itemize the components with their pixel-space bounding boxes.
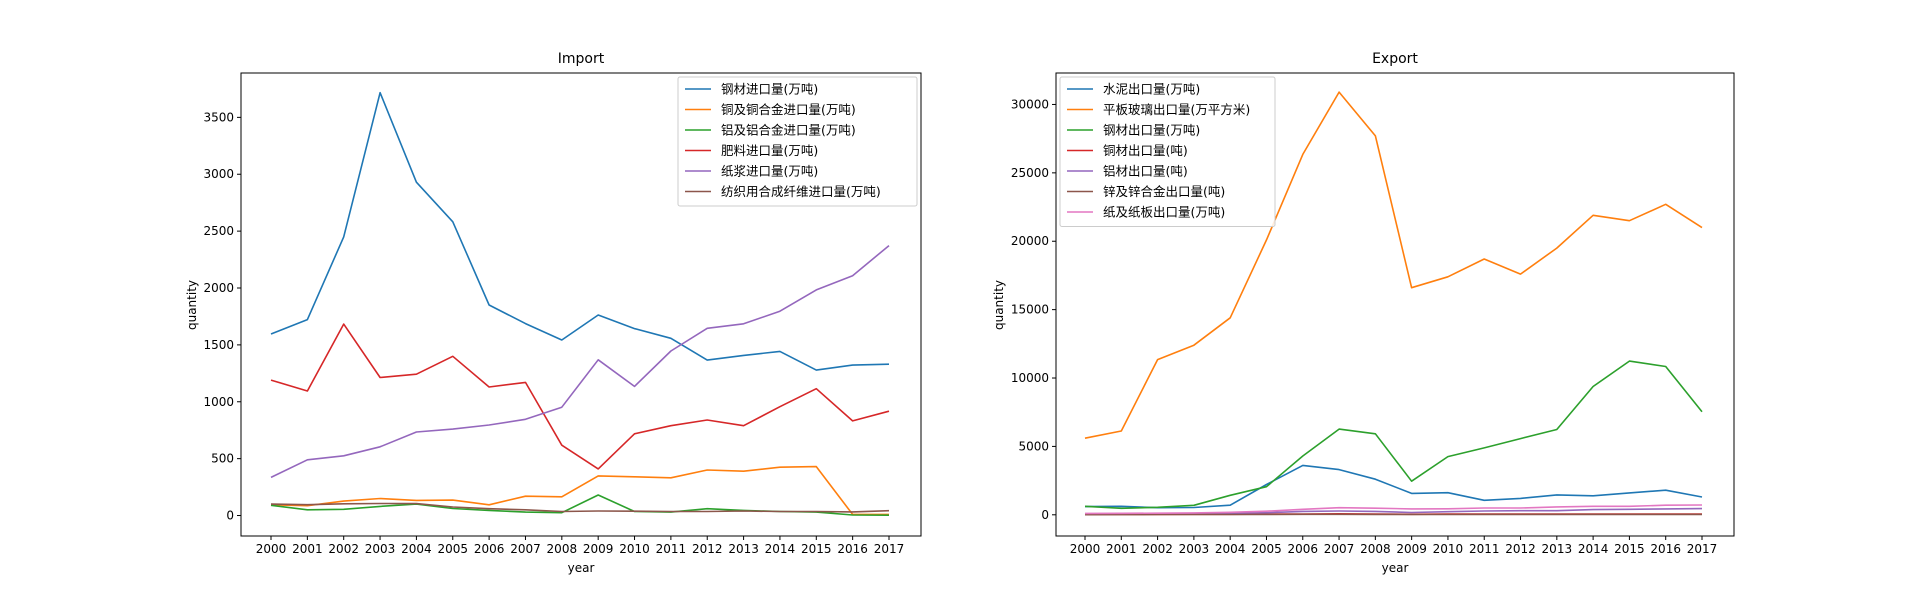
import-x-tick-label: 2006	[474, 542, 505, 556]
import-y-tick-label: 2500	[203, 224, 234, 238]
export-x-tick-label: 2016	[1650, 542, 1681, 556]
export-x-tick-label: 2009	[1396, 542, 1427, 556]
import-legend-label: 钢材进口量(万吨)	[721, 82, 818, 97]
import-x-tick-label: 2014	[765, 542, 796, 556]
export-y-tick-label: 30000	[1011, 97, 1049, 111]
import-y-tick-label: 3000	[203, 167, 234, 181]
export-x-tick-label: 2014	[1578, 542, 1609, 556]
export-y-tick-label: 25000	[1011, 166, 1049, 180]
import-x-axis-label: year	[568, 561, 595, 575]
import-legend-label: 肥料进口量(万吨)	[721, 143, 818, 158]
export-x-tick-label: 2011	[1469, 542, 1500, 556]
export-y-tick-label: 0	[1041, 508, 1049, 522]
import-legend-label: 铝及铝合金进口量(万吨)	[721, 123, 856, 138]
import-x-tick-label: 2008	[547, 542, 578, 556]
import-x-tick-label: 2000	[256, 542, 287, 556]
export-x-tick-label: 2008	[1360, 542, 1391, 556]
export-y-tick-label: 5000	[1018, 439, 1049, 453]
import-x-tick-label: 2012	[692, 542, 723, 556]
import-x-tick-label: 2010	[619, 542, 650, 556]
export-x-tick-label: 2003	[1179, 542, 1210, 556]
export-legend-label: 钢材出口量(万吨)	[1103, 123, 1200, 138]
export-y-tick-label: 15000	[1011, 303, 1049, 317]
import-y-tick-label: 1500	[203, 338, 234, 352]
export-legend-label: 锌及锌合金出口量(吨)	[1103, 184, 1225, 199]
export-x-axis-label: year	[1382, 561, 1409, 575]
export-x-tick-label: 2013	[1542, 542, 1573, 556]
import-x-tick-label: 2013	[728, 542, 759, 556]
export-y-tick-label: 20000	[1011, 234, 1049, 248]
export-x-tick-label: 2012	[1505, 542, 1536, 556]
import-x-tick-label: 2007	[510, 542, 541, 556]
import-x-tick-label: 2011	[656, 542, 687, 556]
import-x-tick-label: 2017	[874, 542, 905, 556]
export-x-tick-label: 2006	[1287, 542, 1318, 556]
import-x-tick-label: 2005	[437, 542, 468, 556]
export-x-tick-label: 2001	[1106, 542, 1137, 556]
import-x-tick-label: 2004	[401, 542, 432, 556]
export-y-ticks: 0 5000 10000 15000 20000 25000 30000	[1011, 97, 1056, 521]
import-y-tick-label: 2000	[203, 281, 234, 295]
export-x-ticks: 2000 2001 2002 2003 2004 2005 2006 2007 2008 2009…	[1070, 536, 1718, 556]
import-y-tick-label: 1000	[203, 395, 234, 409]
import-x-tick-label: 2003	[365, 542, 396, 556]
import-legend: 钢材进口量(万吨) 铜及铜合金进口量(万吨) 铝及铝合金进口量(万吨) 肥料进口量(万…	[678, 77, 917, 206]
import-x-ticks: 2000 2001 2002 2003 2004 2005 2006 2007 2008 2009…	[256, 536, 905, 556]
export-series-line-0	[1085, 465, 1702, 507]
import-legend-label: 铜及铜合金进口量(万吨)	[721, 102, 856, 117]
export-x-tick-label: 2004	[1215, 542, 1246, 556]
export-x-tick-label: 2017	[1687, 542, 1718, 556]
export-x-tick-label: 2010	[1433, 542, 1464, 556]
import-y-axis-label: quantity	[185, 280, 199, 330]
export-legend-label: 水泥出口量(万吨)	[1103, 82, 1200, 97]
export-legend-label: 铝材出口量(吨)	[1103, 164, 1188, 179]
export-x-tick-label: 2000	[1070, 542, 1101, 556]
export-x-tick-label: 2002	[1142, 542, 1173, 556]
export-legend-label: 平板玻璃出口量(万平方米)	[1103, 102, 1250, 117]
import-legend-label: 纺织用合成纤维进口量(万吨)	[721, 184, 881, 199]
import-x-tick-label: 2001	[292, 542, 323, 556]
import-y-tick-label: 500	[211, 452, 234, 466]
import-series-line-3	[271, 324, 889, 469]
import-chart-title: Import	[558, 51, 605, 67]
import-x-tick-label: 2002	[328, 542, 359, 556]
export-y-axis-label: quantity	[992, 280, 1006, 330]
import-y-ticks: 0 500 1000 1500 2000 2500 3000 3500	[203, 110, 241, 522]
export-legend-label: 铜材出口量(吨)	[1103, 143, 1188, 158]
export-legend: 水泥出口量(万吨) 平板玻璃出口量(万平方米) 钢材出口量(万吨) 铜材出口量(吨) 铝…	[1060, 77, 1275, 227]
export-x-tick-label: 2005	[1251, 542, 1282, 556]
export-x-tick-label: 2007	[1324, 542, 1355, 556]
export-x-tick-label: 2015	[1614, 542, 1645, 556]
import-legend-label: 纸浆进口量(万吨)	[721, 164, 818, 179]
import-y-tick-label: 3500	[203, 110, 234, 124]
import-y-tick-label: 0	[226, 509, 234, 523]
export-legend-label: 纸及纸板出口量(万吨)	[1103, 205, 1225, 220]
export-chart-title: Export	[1372, 51, 1418, 67]
import-series-line-4	[271, 246, 889, 478]
import-x-tick-label: 2016	[837, 542, 868, 556]
import-x-tick-label: 2009	[583, 542, 614, 556]
import-x-tick-label: 2015	[801, 542, 832, 556]
export-y-tick-label: 10000	[1011, 371, 1049, 385]
